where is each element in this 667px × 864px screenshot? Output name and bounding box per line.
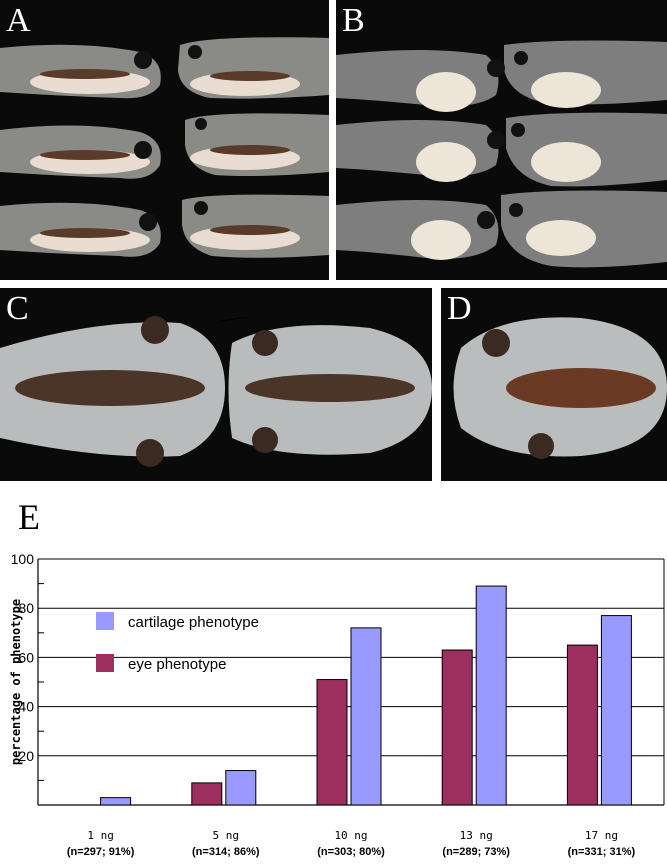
legend-swatch <box>96 654 114 672</box>
y-tick-label: 60 <box>18 649 34 665</box>
bar-eye <box>191 782 223 806</box>
bar-cartilage <box>600 615 632 806</box>
panel-e: E 20 40 60 80 100 percentage of phenotype 1 ng… <box>0 495 667 864</box>
bar-cartilage <box>350 627 382 806</box>
panel-c: C <box>0 288 432 481</box>
x-tick-label: 17 ng <box>585 829 618 842</box>
panel-d-label: D <box>447 290 472 327</box>
panel-b-label: B <box>342 2 365 39</box>
legend-swatch <box>96 612 114 630</box>
panel-d: D <box>441 288 667 481</box>
panel-b-image <box>336 40 667 268</box>
y-axis-label: percentage of phenotype <box>9 599 23 765</box>
panel-a-image <box>0 37 329 258</box>
bar-cartilage <box>475 585 507 806</box>
bar-cartilage <box>225 770 257 806</box>
y-tick-label: 80 <box>18 600 34 616</box>
panel-c-image <box>0 316 432 467</box>
x-tick-note: (n=314; 86%) <box>192 846 260 858</box>
panel-b: B <box>336 0 667 280</box>
legend-label: cartilage phenotype <box>128 614 259 631</box>
y-tick-label: 100 <box>11 551 35 567</box>
bar-eye <box>441 649 473 806</box>
panel-a: A <box>0 0 329 280</box>
bar-eye <box>316 679 348 806</box>
bar-eye <box>566 644 598 806</box>
y-tick-label: 40 <box>18 699 34 715</box>
legend-label: eye phenotype <box>128 656 226 673</box>
x-tick-note: (n=331; 31%) <box>568 846 636 858</box>
x-tick-note: (n=303; 80%) <box>317 846 385 858</box>
x-tick-label: 5 ng <box>213 829 240 842</box>
bar-chart: 20 40 60 80 100 percentage of phenotype 1 ng (n… <box>9 551 665 858</box>
x-tick-note: (n=297; 91%) <box>67 846 135 858</box>
x-tick-label: 10 ng <box>334 829 367 842</box>
panel-a-label: A <box>6 2 31 39</box>
y-tick-label: 20 <box>18 748 34 764</box>
x-tick-label: 1 ng <box>87 829 114 842</box>
x-tick-note: (n=289; 73%) <box>442 846 510 858</box>
panel-d-image <box>453 317 667 459</box>
panel-e-label: E <box>18 497 40 537</box>
panel-c-label: C <box>6 290 29 327</box>
bar-cartilage <box>100 797 132 806</box>
x-tick-label: 13 ng <box>460 829 493 842</box>
